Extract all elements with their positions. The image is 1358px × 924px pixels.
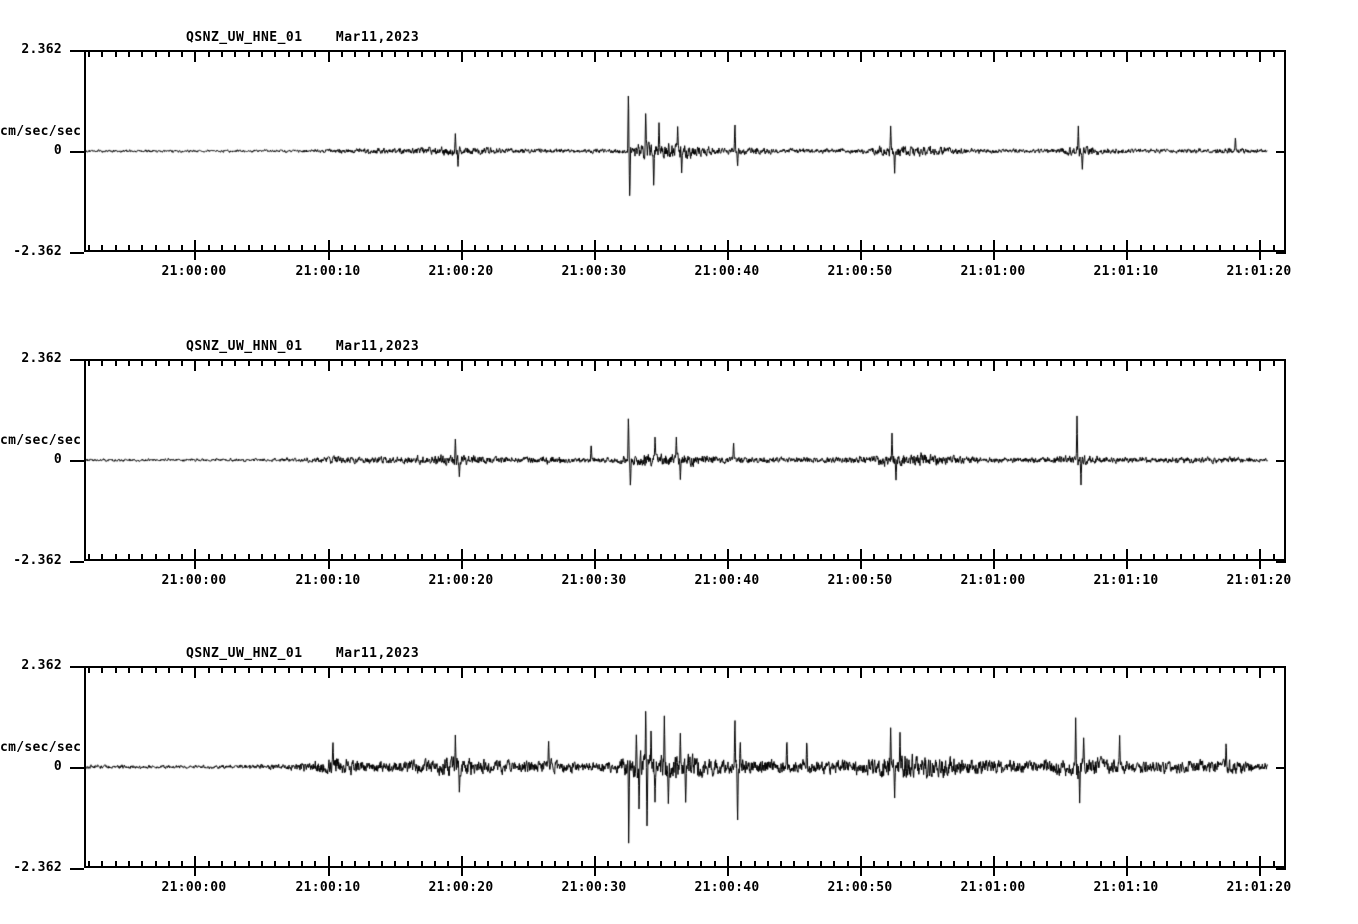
y-axis-tick-label: 0 bbox=[53, 143, 62, 158]
y-tick bbox=[70, 50, 84, 52]
x-tick-major-extension bbox=[461, 868, 463, 876]
y-axis-unit-label: cm/sec/sec bbox=[0, 740, 82, 755]
x-axis-tick-label: 21:00:50 bbox=[827, 880, 893, 895]
x-tick-major-extension bbox=[594, 252, 596, 260]
y-axis-unit-label: cm/sec/sec bbox=[0, 124, 82, 139]
y-axis-tick-label: 2.362 bbox=[21, 42, 62, 57]
y-tick bbox=[70, 561, 84, 563]
y-axis-tick-label: -2.362 bbox=[13, 553, 62, 568]
x-axis-tick-label: 21:00:40 bbox=[694, 573, 760, 588]
x-tick-major-extension bbox=[1259, 868, 1261, 876]
y-tick bbox=[70, 359, 84, 361]
x-axis-tick-label: 21:01:00 bbox=[960, 880, 1026, 895]
x-axis-tick-label: 21:01:10 bbox=[1093, 264, 1159, 279]
x-axis-tick-label: 21:01:10 bbox=[1093, 880, 1159, 895]
x-tick-major-extension bbox=[860, 561, 862, 569]
x-tick-major-extension bbox=[727, 561, 729, 569]
x-axis-tick-label: 21:00:50 bbox=[827, 573, 893, 588]
y-tick-right bbox=[1276, 359, 1286, 361]
x-tick-major-extension bbox=[1126, 561, 1128, 569]
x-tick-major-extension bbox=[194, 868, 196, 876]
waveform-trace bbox=[86, 361, 1284, 559]
x-axis-tick-label: 21:00:40 bbox=[694, 264, 760, 279]
x-tick-major-extension bbox=[727, 868, 729, 876]
x-tick-major-extension bbox=[461, 252, 463, 260]
x-axis-tick-label: 21:01:20 bbox=[1226, 880, 1292, 895]
y-axis-tick-label: 0 bbox=[53, 759, 62, 774]
x-axis-tick-label: 21:00:00 bbox=[161, 880, 227, 895]
x-axis-tick-label: 21:01:00 bbox=[960, 264, 1026, 279]
waveform-trace bbox=[86, 668, 1284, 866]
x-tick-major-extension bbox=[1126, 868, 1128, 876]
panel-title: QSNZ_UW_HNN_01 Mar11,2023 bbox=[186, 339, 420, 354]
x-axis-tick-label: 21:00:10 bbox=[295, 264, 361, 279]
x-axis-tick-label: 21:01:10 bbox=[1093, 573, 1159, 588]
x-tick-major-extension bbox=[594, 561, 596, 569]
x-tick-major-extension bbox=[594, 868, 596, 876]
waveform-trace bbox=[86, 52, 1284, 250]
y-tick-right bbox=[1276, 252, 1286, 254]
panel-title: QSNZ_UW_HNZ_01 Mar11,2023 bbox=[186, 646, 420, 661]
panel-title: QSNZ_UW_HNE_01 Mar11,2023 bbox=[186, 30, 420, 45]
x-axis-tick-label: 21:01:20 bbox=[1226, 264, 1292, 279]
x-tick-major-extension bbox=[993, 868, 995, 876]
x-axis-tick-label: 21:00:20 bbox=[428, 264, 494, 279]
x-tick-major-extension bbox=[727, 252, 729, 260]
x-tick-major-extension bbox=[1259, 561, 1261, 569]
x-tick-major-extension bbox=[860, 252, 862, 260]
y-tick bbox=[70, 151, 84, 153]
y-tick-right bbox=[1276, 50, 1286, 52]
x-tick-major-extension bbox=[860, 868, 862, 876]
y-tick bbox=[70, 460, 84, 462]
x-tick-major-extension bbox=[328, 252, 330, 260]
x-axis-tick-label: 21:00:30 bbox=[561, 264, 627, 279]
y-tick-right bbox=[1276, 561, 1286, 563]
y-tick-right bbox=[1276, 868, 1286, 870]
x-axis-tick-label: 21:00:00 bbox=[161, 264, 227, 279]
x-tick-major-extension bbox=[194, 252, 196, 260]
y-axis-tick-label: 2.362 bbox=[21, 351, 62, 366]
y-axis-tick-label: -2.362 bbox=[13, 244, 62, 259]
x-axis-tick-label: 21:00:50 bbox=[827, 264, 893, 279]
y-tick-right bbox=[1276, 666, 1286, 668]
x-tick-major-extension bbox=[328, 561, 330, 569]
x-tick-major-extension bbox=[993, 561, 995, 569]
x-axis-tick-label: 21:01:20 bbox=[1226, 573, 1292, 588]
x-tick-major-extension bbox=[328, 868, 330, 876]
x-axis-tick-label: 21:00:10 bbox=[295, 573, 361, 588]
x-axis-tick-label: 21:00:40 bbox=[694, 880, 760, 895]
y-tick bbox=[70, 666, 84, 668]
x-tick-major-extension bbox=[1259, 252, 1261, 260]
x-tick-major-extension bbox=[194, 561, 196, 569]
x-axis-tick-label: 21:00:00 bbox=[161, 573, 227, 588]
x-axis-tick-label: 21:00:30 bbox=[561, 880, 627, 895]
x-axis-tick-label: 21:00:30 bbox=[561, 573, 627, 588]
x-tick-major-extension bbox=[461, 561, 463, 569]
x-axis-tick-label: 21:01:00 bbox=[960, 573, 1026, 588]
y-axis-unit-label: cm/sec/sec bbox=[0, 433, 82, 448]
x-tick-major-extension bbox=[1126, 252, 1128, 260]
y-axis-tick-label: -2.362 bbox=[13, 860, 62, 875]
x-tick-major-extension bbox=[993, 252, 995, 260]
x-axis-tick-label: 21:00:20 bbox=[428, 573, 494, 588]
x-axis-tick-label: 21:00:10 bbox=[295, 880, 361, 895]
y-tick bbox=[70, 252, 84, 254]
y-tick bbox=[70, 868, 84, 870]
x-axis-tick-label: 21:00:20 bbox=[428, 880, 494, 895]
y-tick bbox=[70, 767, 84, 769]
y-axis-tick-label: 0 bbox=[53, 452, 62, 467]
y-axis-tick-label: 2.362 bbox=[21, 658, 62, 673]
